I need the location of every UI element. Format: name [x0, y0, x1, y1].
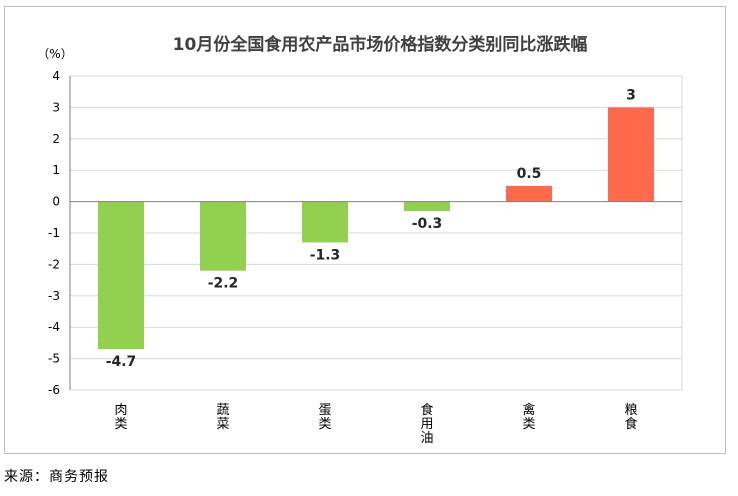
data-label: -0.3 — [412, 216, 443, 232]
data-label: 0.5 — [517, 166, 542, 182]
y-tick-label: 4 — [52, 69, 60, 83]
y-tick-label: 2 — [52, 132, 60, 146]
y-axis-ticks: 4 3 2 1 0 -1 -2 -3 -4 -5 -6 — [48, 69, 60, 397]
bar-食用油 — [404, 201, 450, 212]
x-tick-label: 肉类 — [114, 403, 127, 432]
bar-粮食 — [608, 107, 654, 202]
data-label: -2.2 — [208, 276, 239, 292]
x-tick-label: 粮食 — [624, 403, 637, 432]
x-tick-label: 蔬菜 — [216, 403, 229, 432]
y-tick-label: -1 — [48, 226, 60, 240]
y-tick-label: -6 — [48, 383, 60, 397]
y-tick-label: -2 — [48, 257, 60, 271]
y-tick-label: -3 — [48, 289, 60, 303]
y-tick-label: 3 — [52, 100, 60, 114]
data-label: -1.3 — [310, 247, 341, 263]
x-tick-label: 禽类 — [522, 402, 535, 432]
chart-title: 10月份全国食用农产品市场价格指数分类别同比涨跌幅 — [173, 34, 588, 55]
y-tick-label: -5 — [48, 352, 60, 366]
bar-肉类 — [98, 201, 144, 350]
y-tick-label: -4 — [48, 320, 60, 334]
bar-禽类 — [506, 185, 552, 202]
bars — [70, 107, 682, 350]
bar-蛋类 — [302, 201, 348, 243]
source-note: 来源：商务预报 — [4, 469, 109, 485]
y-axis-unit-label: （%） — [37, 47, 72, 61]
data-label: 3 — [626, 87, 636, 103]
x-tick-label: 食用油 — [420, 402, 433, 446]
x-axis-labels: 肉类 蔬菜 蛋类 食用油 禽类 粮食 — [114, 402, 637, 446]
y-tick-label: 0 — [52, 195, 60, 209]
y-tick-label: 1 — [52, 163, 60, 177]
bar-蔬菜 — [200, 201, 246, 271]
gridlines — [69, 75, 683, 391]
data-labels: -4.7 -2.2 -1.3 -0.3 0.5 3 — [106, 87, 636, 370]
x-tick-label: 蛋类 — [318, 403, 331, 432]
data-label: -4.7 — [106, 354, 137, 370]
